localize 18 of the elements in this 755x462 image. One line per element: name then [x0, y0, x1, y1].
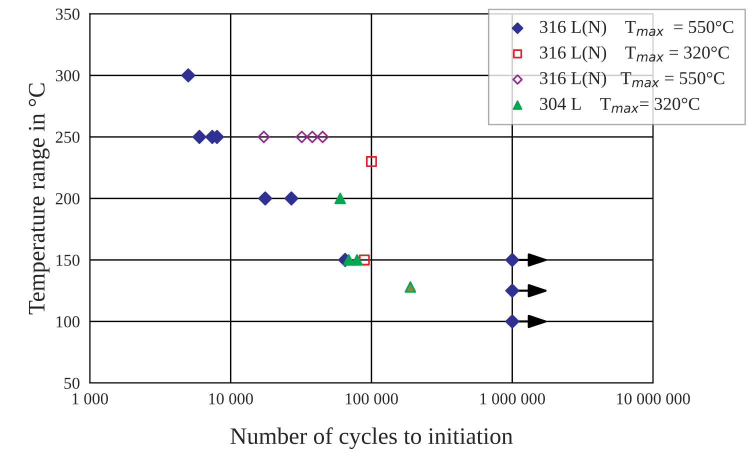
x-tick-label: 1 000 000	[480, 393, 545, 404]
y-axis-title: Temperature range in °C	[28, 83, 50, 314]
y-tick-label: 200	[56, 193, 80, 204]
x-tick-label: 10 000 000	[617, 393, 690, 404]
y-tick-label: 50	[64, 378, 80, 389]
legend-label: 316 L(N) T$_{max}$ = 550°C	[540, 72, 724, 88]
y-tick-label: 300	[56, 70, 80, 82]
x-axis-title: Number of cycles to initiation	[230, 427, 513, 449]
x-tick-label: 10 000	[209, 393, 253, 404]
legend-label: 316 L(N) T$_{max}$ = 320°C	[540, 46, 729, 62]
x-tick-label: 100 000	[346, 393, 398, 404]
y-tick-label: 250	[56, 132, 80, 143]
x-tick-label: 1 000	[72, 393, 108, 404]
y-tick-label: 350	[56, 8, 80, 20]
legend-label: 304 L T$_{max}$= 320°C	[540, 98, 700, 113]
y-tick-label: 150	[56, 254, 80, 266]
y-tick-label: 100	[56, 316, 80, 328]
legend-label: 316 L(N) T$_{max}$ = 550°C	[540, 20, 734, 37]
